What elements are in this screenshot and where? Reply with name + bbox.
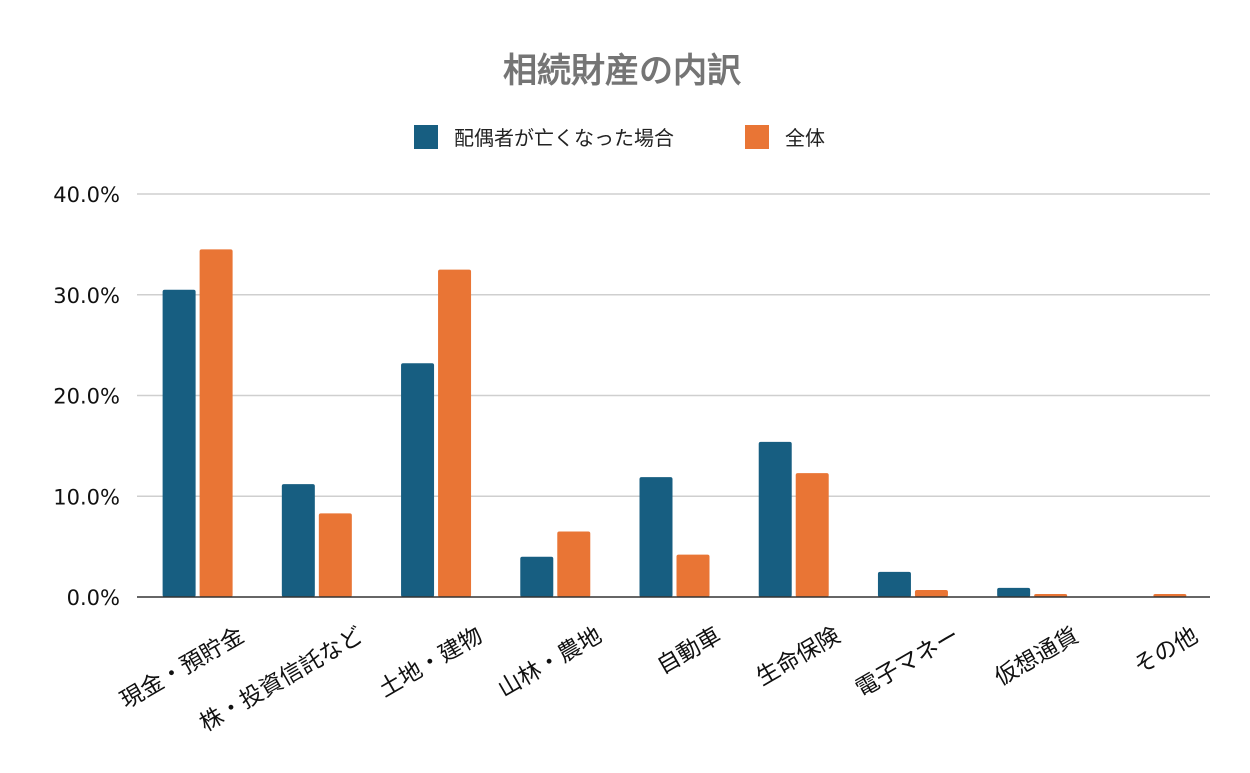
y-tick-label: 10.0% xyxy=(53,485,120,509)
x-category-label: 自動車 xyxy=(653,623,726,680)
x-category-label: その他 xyxy=(1130,623,1203,680)
y-tick-label: 0.0% xyxy=(67,586,120,610)
y-tick-label: 30.0% xyxy=(53,284,120,308)
y-tick-label: 40.0% xyxy=(53,183,120,207)
x-category-label: 生命保険 xyxy=(752,623,845,692)
y-axis: 0.0% 10.0% 20.0% 30.0% 40.0% xyxy=(53,183,120,610)
bar-series-1 xyxy=(281,484,315,597)
x-category-label: 土地・建物 xyxy=(374,623,487,703)
bar-series-1 xyxy=(758,441,792,597)
x-category-label: 仮想通貨 xyxy=(990,623,1083,692)
gridlines xyxy=(137,193,1210,497)
legend-label-series-1: 配偶者が亡くなった場合 xyxy=(454,126,674,150)
legend-label-series-2: 全体 xyxy=(785,126,825,150)
bar-series-1 xyxy=(520,556,554,597)
bar-series-2 xyxy=(1153,593,1187,597)
bar-series-1 xyxy=(162,289,196,597)
bar-series-2 xyxy=(795,473,829,597)
bar-series-2 xyxy=(318,513,352,597)
bar-series-1 xyxy=(401,363,435,597)
x-category-label: 電子マネー xyxy=(851,623,964,703)
legend: 配偶者が亡くなった場合 全体 xyxy=(414,125,825,150)
bar-series-2 xyxy=(557,531,591,597)
y-tick-label: 20.0% xyxy=(53,385,120,409)
chart-title: 相続財産の内訳 xyxy=(503,51,742,91)
bar-series-1 xyxy=(877,571,911,597)
x-category-label: 山林・農地 xyxy=(494,623,607,703)
bar-series-2 xyxy=(199,249,233,597)
bar-series-2 xyxy=(1034,593,1068,597)
legend-swatch-series-2 xyxy=(745,125,769,149)
bar-series-2 xyxy=(676,554,710,597)
bar-series-1 xyxy=(997,587,1031,597)
bar-series-1 xyxy=(639,477,673,597)
bars xyxy=(162,249,1187,597)
bar-series-2 xyxy=(438,269,472,597)
legend-swatch-series-1 xyxy=(414,125,438,149)
bar-series-2 xyxy=(914,589,948,597)
